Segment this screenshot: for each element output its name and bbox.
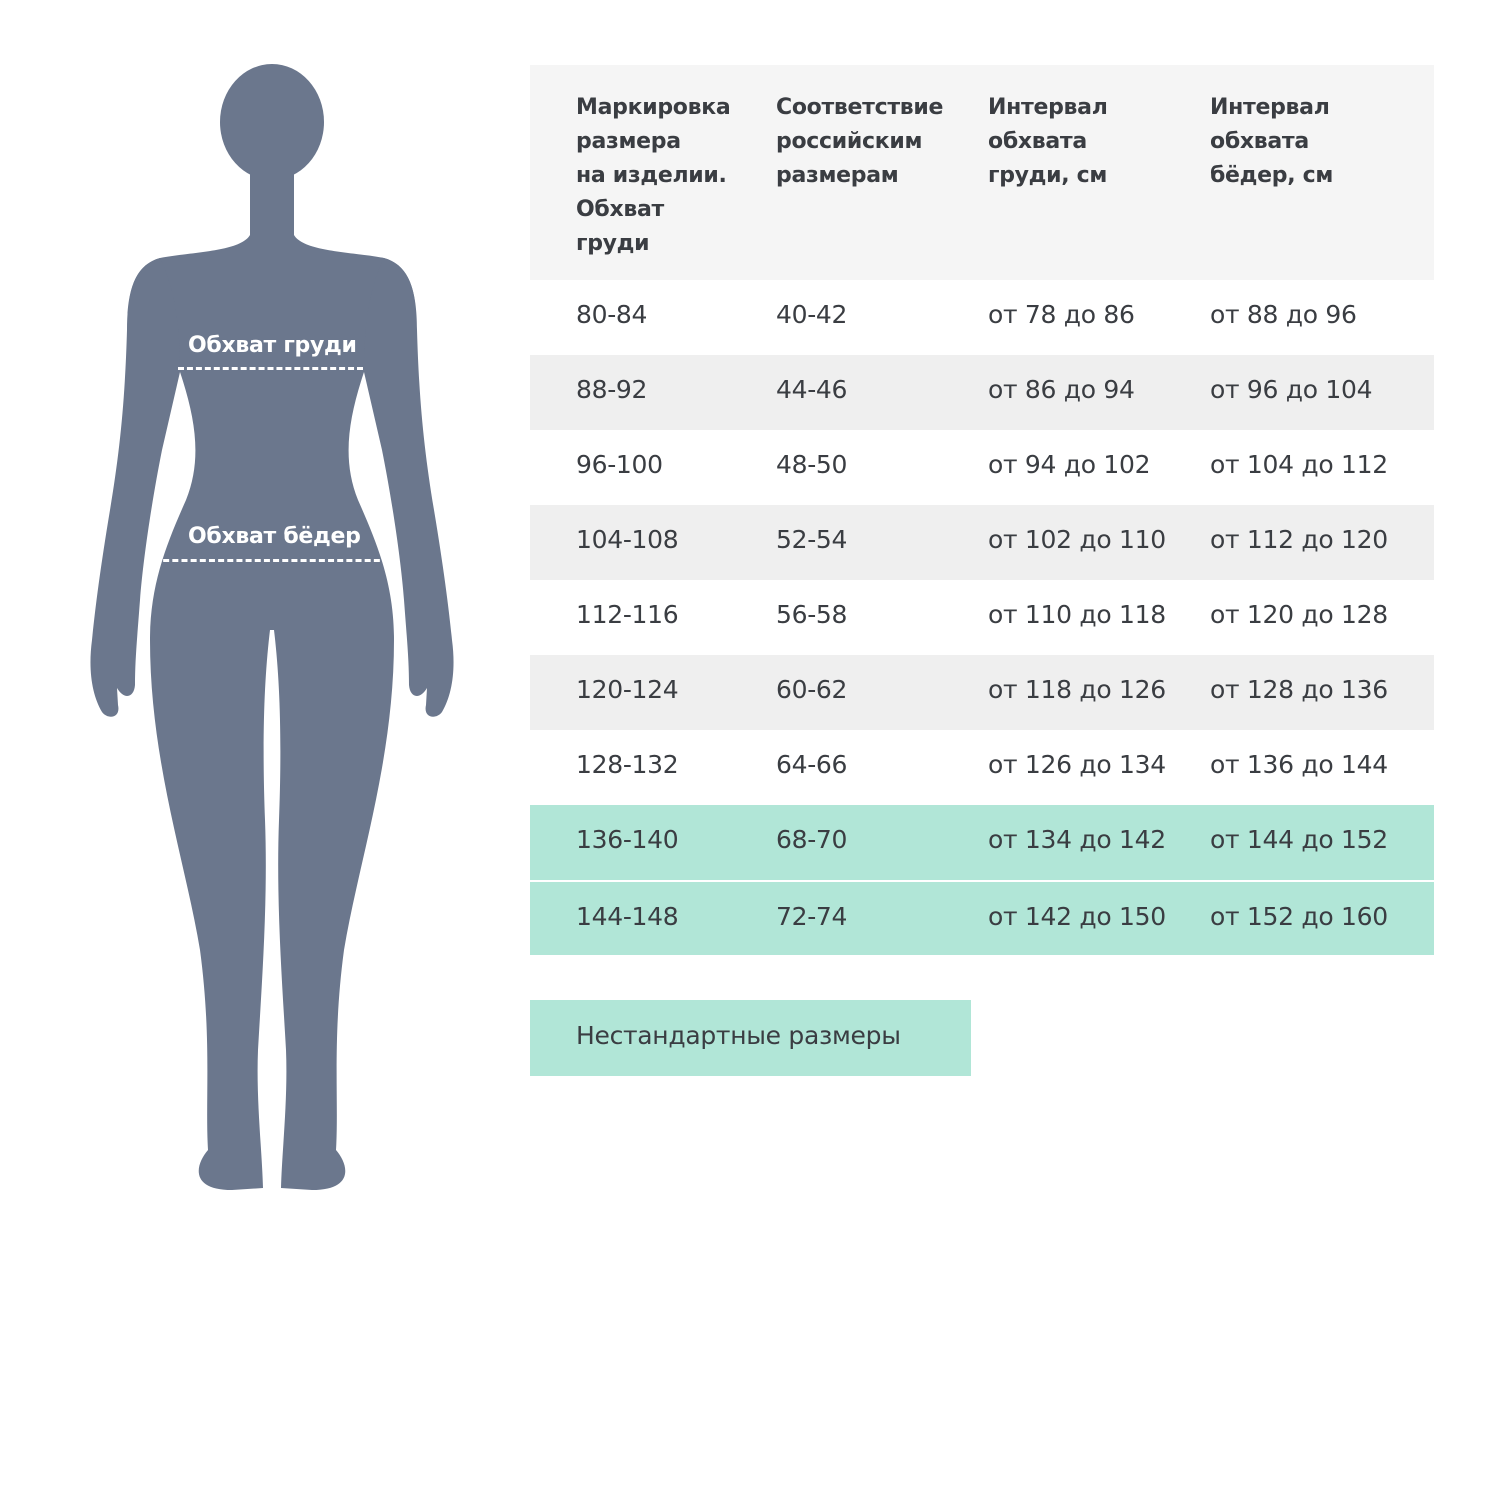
header-line: груди, см [988, 163, 1108, 188]
table-cell: 88-92 [576, 375, 648, 404]
header-line: на изделии. [576, 163, 727, 188]
table-row: 112-116 56-58 от 110 до 118 от 120 до 128 [530, 580, 1434, 655]
table-cell: 44-46 [776, 375, 848, 404]
header-russian-size: Соответствие российским размерам [776, 91, 943, 193]
table-cell: 128-132 [576, 750, 679, 779]
table-cell: от 102 до 110 [988, 525, 1166, 554]
table-cell: от 104 до 112 [1210, 450, 1388, 479]
table-cell: 40-42 [776, 300, 848, 329]
table-cell: 112-116 [576, 600, 679, 629]
size-table: Маркировка размера на изделии. Обхват груди … [530, 65, 1434, 955]
header-line: Интервал [1210, 95, 1330, 120]
nonstandard-label: Нестандартные размеры [576, 1021, 901, 1050]
hips-line [154, 559, 389, 562]
table-cell: от 88 до 96 [1210, 300, 1357, 329]
header-line: обхвата [988, 129, 1087, 154]
table-cell: от 112 до 120 [1210, 525, 1388, 554]
table-cell: 48-50 [776, 450, 848, 479]
table-cell: 68-70 [776, 825, 848, 854]
chest-line [178, 367, 363, 370]
header-line: российским [776, 129, 923, 154]
table-cell: от 126 до 134 [988, 750, 1166, 779]
table-cell: 144-148 [576, 902, 679, 931]
table-row: 144-148 72-74 от 142 до 150 от 152 до 160 [530, 880, 1434, 955]
header-line: Обхват [576, 197, 664, 222]
table-cell: от 118 до 126 [988, 675, 1166, 704]
table-cell: от 128 до 136 [1210, 675, 1388, 704]
table-cell: от 134 до 142 [988, 825, 1166, 854]
table-cell: от 78 до 86 [988, 300, 1135, 329]
header-line: груди [576, 231, 650, 256]
head [220, 64, 324, 180]
table-cell: от 94 до 102 [988, 450, 1151, 479]
table-row: 88-92 44-46 от 86 до 94 от 96 до 104 [530, 355, 1434, 430]
body-silhouette [90, 64, 454, 1190]
table-cell: 64-66 [776, 750, 848, 779]
table-cell: 60-62 [776, 675, 848, 704]
table-cell: от 142 до 150 [988, 902, 1166, 931]
header-size-marking: Маркировка размера на изделии. Обхват груди [576, 91, 731, 261]
body-half [90, 165, 272, 1190]
header-hips-range: Интервал обхвата бёдер, см [1210, 91, 1333, 193]
table-row: 80-84 40-42 от 78 до 86 от 88 до 96 [530, 280, 1434, 355]
table-cell: 52-54 [776, 525, 848, 554]
table-header: Маркировка размера на изделии. Обхват груди … [530, 65, 1434, 280]
table-cell: от 96 до 104 [1210, 375, 1373, 404]
header-line: Соответствие [776, 95, 944, 120]
table-row: 120-124 60-62 от 118 до 126 от 128 до 136 [530, 655, 1434, 730]
table-row: 136-140 68-70 от 134 до 142 от 144 до 152 [530, 805, 1434, 880]
table-row: 96-100 48-50 от 94 до 102 от 104 до 112 [530, 430, 1434, 505]
nonstandard-sizes-legend: Нестандартные размеры [530, 1000, 971, 1076]
table-cell: 56-58 [776, 600, 848, 629]
header-line: размерам [776, 163, 899, 188]
table-cell: от 144 до 152 [1210, 825, 1388, 854]
table-cell: от 152 до 160 [1210, 902, 1388, 931]
table-row: 104-108 52-54 от 102 до 110 от 112 до 120 [530, 505, 1434, 580]
chest-label: Обхват груди [188, 333, 357, 358]
header-line: бёдер, см [1210, 163, 1334, 188]
header-line: обхвата [1210, 129, 1309, 154]
table-cell: от 86 до 94 [988, 375, 1135, 404]
table-cell: 96-100 [576, 450, 663, 479]
hips-label: Обхват бёдер [188, 524, 361, 549]
header-line: Маркировка [576, 95, 731, 120]
table-cell: 72-74 [776, 902, 848, 931]
header-line: размера [576, 129, 681, 154]
table-cell: от 120 до 128 [1210, 600, 1388, 629]
table-cell: 104-108 [576, 525, 679, 554]
table-cell: 136-140 [576, 825, 679, 854]
header-line: Интервал [988, 95, 1108, 120]
table-row: 128-132 64-66 от 126 до 134 от 136 до 144 [530, 730, 1434, 805]
table-cell: 120-124 [576, 675, 679, 704]
table-cell: от 136 до 144 [1210, 750, 1388, 779]
table-cell: от 110 до 118 [988, 600, 1166, 629]
header-chest-range: Интервал обхвата груди, см [988, 91, 1108, 193]
table-cell: 80-84 [576, 300, 648, 329]
